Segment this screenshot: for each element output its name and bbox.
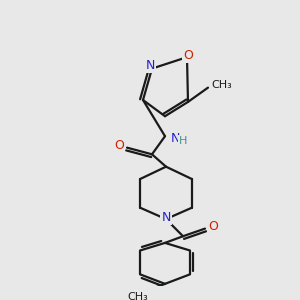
Text: N: N [170,132,180,145]
Text: CH₃: CH₃ [128,292,148,300]
Text: O: O [208,220,218,233]
Text: O: O [183,49,193,62]
Text: CH₃: CH₃ [211,80,232,90]
Text: N: N [145,59,155,72]
Text: O: O [114,139,124,152]
Text: H: H [179,136,187,146]
Text: N: N [161,211,171,224]
